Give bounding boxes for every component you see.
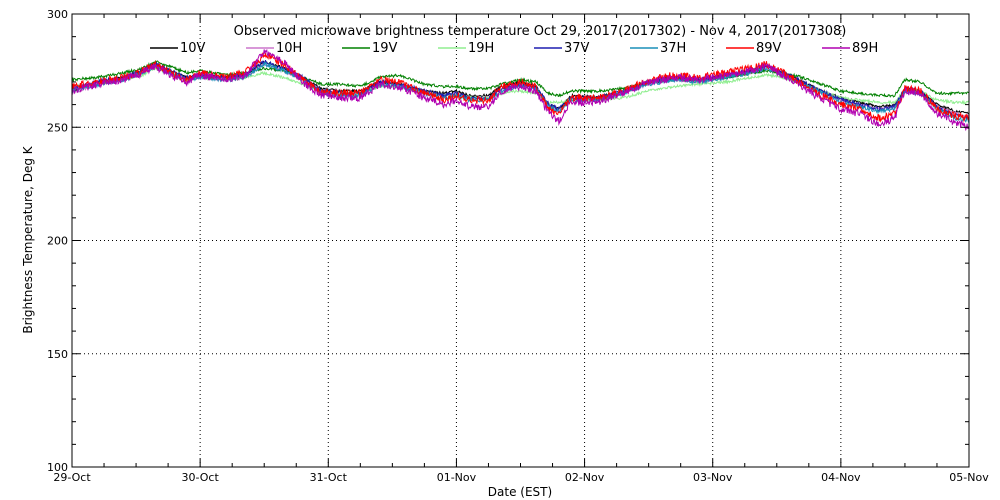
series-lines (71, 48, 970, 132)
axis-ticks: 29-Oct 30-Oct 31-Oct 01-Nov 02-Nov 03-Nov 04-N… (47, 8, 989, 484)
x-tick-label: 05-Nov (949, 471, 989, 484)
chart-title: Observed microwave brightness temperatur… (234, 24, 847, 39)
x-tick-label: 03-Nov (693, 471, 733, 484)
x-axis-label: Date (EST) (488, 485, 552, 499)
x-tick-label: 02-Nov (565, 471, 605, 484)
y-tick-label: 100 (47, 461, 68, 474)
y-tick-label: 300 (47, 8, 68, 21)
y-tick-label: 250 (47, 121, 68, 134)
legend-label-19v: 19V (372, 41, 398, 56)
legend-label-10h: 10H (276, 41, 302, 56)
legend-label-37h: 37H (660, 41, 686, 56)
y-axis-label: Brightness Temperature, Deg K (21, 145, 35, 333)
legend-label-10v: 10V (180, 41, 206, 56)
y-tick-label: 150 (47, 348, 68, 361)
series-line-89h (71, 48, 970, 132)
legend-label-37v: 37V (564, 41, 590, 56)
x-tick-label: 04-Nov (821, 471, 861, 484)
legend: 10V 10H 19V 19H 37V 37H 89V 89H (150, 41, 878, 56)
x-tick-label: 01-Nov (437, 471, 477, 484)
legend-label-19h: 19H (468, 41, 494, 56)
x-tick-label: 31-Oct (310, 471, 348, 484)
legend-label-89v: 89V (756, 41, 782, 56)
x-tick-label: 29-Oct (53, 471, 91, 484)
grid-lines (72, 14, 969, 467)
x-tick-label: 30-Oct (181, 471, 219, 484)
legend-label-89h: 89H (852, 41, 878, 56)
y-tick-label: 200 (47, 235, 68, 248)
